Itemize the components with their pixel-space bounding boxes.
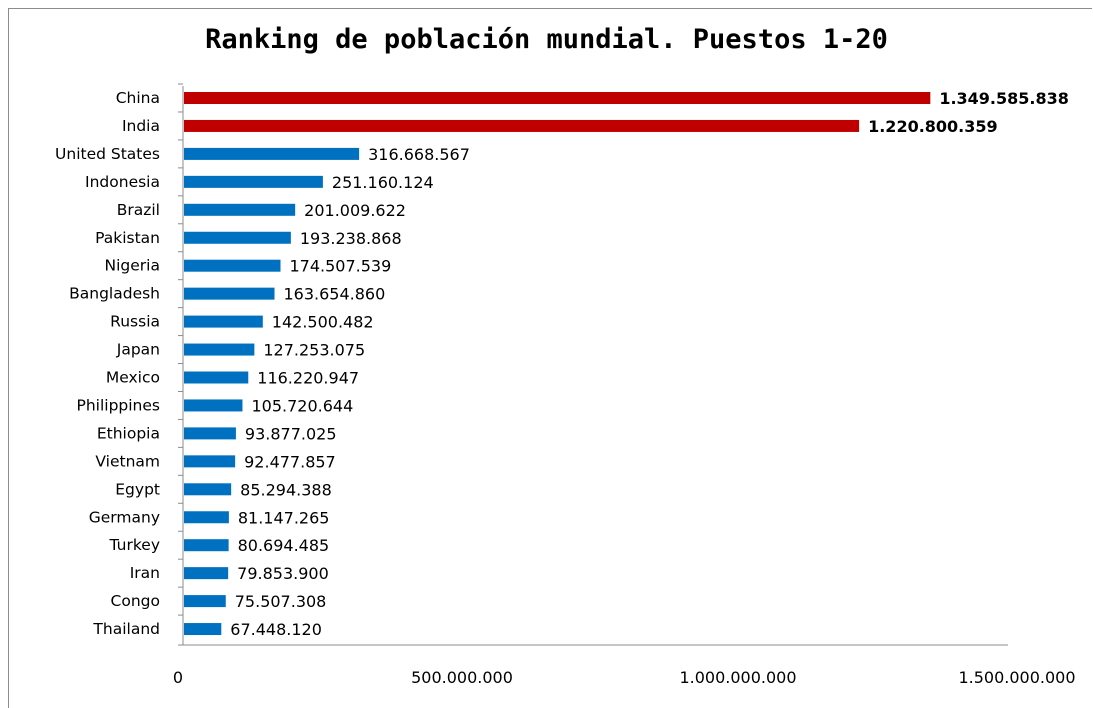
category-label: Nigeria	[105, 257, 160, 275]
data-label: 1.349.585.838	[939, 89, 1069, 108]
bar-mexico	[184, 371, 249, 384]
category-label: Egypt	[115, 480, 160, 498]
bar-russia	[184, 315, 263, 328]
category-label: Russia	[110, 313, 160, 331]
bar-ethiopia	[184, 427, 236, 440]
bar-united-states	[184, 147, 360, 160]
data-label: 193.238.868	[300, 229, 402, 248]
bar-japan	[184, 343, 255, 356]
data-label: 116.220.947	[257, 369, 359, 388]
data-label: 163.654.860	[284, 285, 386, 304]
category-label: Philippines	[76, 396, 160, 414]
bar-germany	[184, 511, 229, 524]
bar-nigeria	[184, 259, 281, 272]
bar-thailand	[184, 623, 222, 636]
data-label: 316.668.567	[368, 145, 470, 164]
bar-vietnam	[184, 455, 236, 468]
bar-india	[184, 119, 860, 132]
category-label: Japan	[116, 341, 160, 359]
x-tick-label: 0	[173, 668, 183, 687]
category-label: United States	[55, 145, 160, 163]
bar-philippines	[184, 399, 243, 412]
data-label: 201.009.622	[304, 201, 406, 220]
data-label: 81.147.265	[238, 508, 330, 527]
data-label: 127.253.075	[263, 341, 365, 360]
data-label: 79.853.900	[237, 564, 329, 583]
category-label: India	[122, 117, 160, 135]
category-label: Vietnam	[95, 452, 160, 470]
category-label: Thailand	[92, 620, 160, 638]
bar-turkey	[184, 539, 229, 552]
x-tick-label: 1.500.000.000	[958, 668, 1075, 687]
data-label: 93.877.025	[245, 424, 337, 443]
category-label: Turkey	[109, 536, 160, 554]
bar-congo	[184, 595, 226, 608]
data-label: 85.294.388	[240, 480, 332, 499]
category-label: Iran	[130, 564, 160, 582]
data-label: 105.720.644	[251, 396, 353, 415]
bar-china	[184, 92, 931, 104]
x-tick-label: 500.000.000	[411, 668, 513, 687]
data-label: 174.507.539	[290, 257, 392, 276]
category-label: Ethiopia	[97, 424, 160, 442]
category-label: Pakistan	[95, 229, 160, 247]
data-label: 251.160.124	[332, 173, 434, 192]
data-label: 92.477.857	[244, 452, 336, 471]
category-label: Congo	[111, 592, 160, 610]
category-label: China	[116, 89, 160, 107]
category-label: Germany	[89, 508, 160, 526]
data-label: 75.507.308	[235, 592, 327, 611]
category-label: Indonesia	[85, 173, 160, 191]
x-tick-label: 1.000.000.000	[679, 668, 796, 687]
bar-egypt	[184, 483, 232, 496]
data-label: 142.500.482	[272, 313, 374, 332]
category-label: Bangladesh	[69, 285, 160, 303]
bar-bangladesh	[184, 287, 275, 300]
bar-indonesia	[184, 175, 323, 188]
category-label: Brazil	[117, 201, 160, 219]
data-label: 67.448.120	[230, 620, 322, 639]
bar-brazil	[184, 203, 296, 216]
category-label: Mexico	[106, 369, 160, 387]
bar-iran	[184, 567, 229, 580]
chart-title: Ranking de población mundial. Puestos 1-…	[205, 24, 888, 55]
data-label: 80.694.485	[238, 536, 330, 555]
data-label: 1.220.800.359	[868, 117, 998, 136]
bar-pakistan	[184, 231, 291, 244]
